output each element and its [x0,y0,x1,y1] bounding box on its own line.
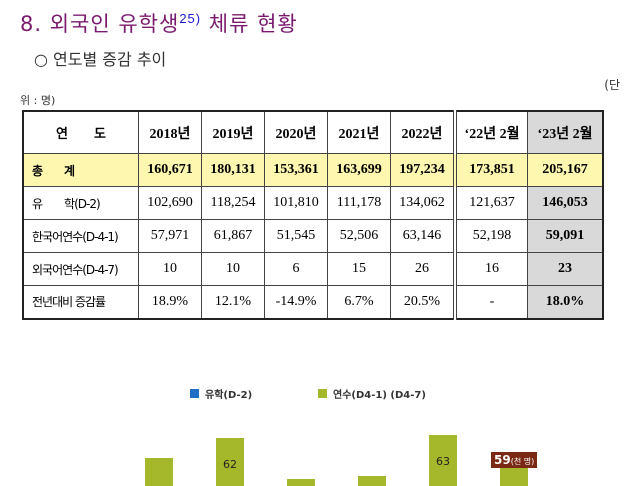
bar [358,475,386,486]
callout-label: 59(천 명) [491,452,538,468]
table-cell: 163,699 [327,153,391,187]
row-label: 유 학(D-2) [22,186,139,220]
header-cell: ‘23년 2월 [527,110,604,154]
table-row: 전년대비 증감률 18.9% 12.1% -14.9% 6.7% 20.5% -18.0% [22,285,604,320]
table-row: 한국어연수(D-4-1) 57,971 61,867 51,545 52,506 63,1… [22,219,604,253]
legend-label: 유학(D-2) [205,390,253,401]
header-cell: 2018년 [138,110,202,154]
table-cell: 121,637 [453,186,528,220]
table-cell: 18.0% [527,285,604,320]
header-cell: 2022년 [390,110,456,154]
bar [145,458,173,486]
table-cell: 10 [138,252,202,286]
legend-label: 연수(D4-1) (D4-7) [333,390,426,401]
table-cell: 61,867 [201,219,265,253]
table-cell: 63,146 [390,219,456,253]
header-cell: 2021년 [327,110,391,154]
row-label: 한국어연수(D-4-1) [22,219,139,253]
table-cell: 18.9% [138,285,202,320]
bar [429,434,457,486]
header-cell: 2020년 [264,110,328,154]
table-cell: 205,167 [527,153,604,187]
table-row: 유 학(D-2) 102,690 118,254 101,810 111,178 134,… [22,186,604,220]
table-cell: 57,971 [138,219,202,253]
legend-item-d4: 연수(D4-1) (D4-7) [318,386,426,401]
table-row: 외국어연수(D-4-7) 10 10 6 15 26 16 23 [22,252,604,286]
table-cell: 134,062 [390,186,456,220]
table-cell: 20.5% [390,285,456,320]
table-cell: 16 [453,252,528,286]
row-label: 총 계 [22,153,139,187]
table-cell: 52,198 [453,219,528,253]
table-cell: 173,851 [453,153,528,187]
legend-item-d2: 유학(D-2) [190,386,252,401]
header-cell: ‘22년 2월 [453,110,528,154]
legend-swatch [190,389,199,398]
bar [287,479,315,486]
header-cell: 연 도 [22,110,139,154]
table-cell: 6 [264,252,328,286]
table-cell: 101,810 [264,186,328,220]
table-cell: 52,506 [327,219,391,253]
table-cell: 197,234 [390,153,456,187]
header-cell: 2019년 [201,110,265,154]
table-cell: 26 [390,252,456,286]
student-stats-table: 연 도 2018년 2019년 2020년 2021년 2022년 ‘22년 2… [22,110,604,320]
table-row: 총 계 160,671 180,131 153,361 163,699 197,234 17… [22,153,604,187]
table-cell: 153,361 [264,153,328,187]
table-cell: 146,053 [527,186,604,220]
table-header-row: 연 도 2018년 2019년 2020년 2021년 2022년 ‘22년 2… [22,110,604,154]
section-title: 8. 외국인 유학생25) 체류 현황 [20,11,298,36]
table-cell: 51,545 [264,219,328,253]
table-cell: 59,091 [527,219,604,253]
table-cell: 23 [527,252,604,286]
table-cell: 180,131 [201,153,265,187]
table-cell: 15 [327,252,391,286]
unit-label: (단 [604,78,620,92]
table-cell: 160,671 [138,153,202,187]
table-cell: 6.7% [327,285,391,320]
unit-label-cont: 위 : 명) [20,94,56,107]
subtitle: ○ 연도별 증감 추이 [34,50,167,69]
bar-label: 62 [223,458,237,471]
table-cell: 118,254 [201,186,265,220]
table-cell: 102,690 [138,186,202,220]
table-cell: -14.9% [264,285,328,320]
row-label: 전년대비 증감률 [22,285,139,320]
table-cell: - [453,285,528,320]
table-cell: 12.1% [201,285,265,320]
table-cell: 111,178 [327,186,391,220]
table-cell: 10 [201,252,265,286]
bar [216,438,244,486]
legend-swatch [318,389,327,398]
row-label: 외국어연수(D-4-7) [22,252,139,286]
bar-label: 63 [436,454,450,468]
